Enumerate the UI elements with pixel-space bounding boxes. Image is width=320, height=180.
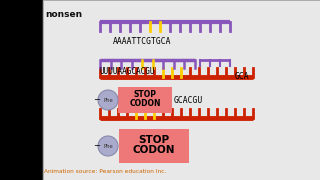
Text: −: − [93,141,100,150]
FancyBboxPatch shape [119,129,189,163]
Text: UUUUAAGCACGU: UUUUAAGCACGU [100,67,156,76]
Text: GCA: GCA [235,72,250,81]
Text: AAAATTCGTGCA: AAAATTCGTGCA [113,37,172,46]
Text: GCACGU: GCACGU [174,96,203,105]
Bar [43,0,320,180]
FancyBboxPatch shape [118,87,172,113]
Bar [43,0,320,180]
Text: STOP
CODON: STOP CODON [129,90,161,108]
Text: nonsen: nonsen [45,10,82,19]
Text: Phe: Phe [103,98,113,102]
Circle shape [98,90,118,110]
Text: Animation source: Pearson education Inc.: Animation source: Pearson education Inc. [44,169,166,174]
Text: Phe: Phe [103,143,113,148]
Text: −: − [93,96,100,105]
Text: STOP
CODON: STOP CODON [133,135,175,155]
Bar [0,0,43,180]
Circle shape [98,136,118,156]
